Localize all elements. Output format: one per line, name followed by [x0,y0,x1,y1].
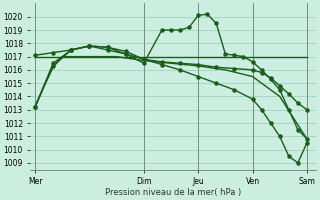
X-axis label: Pression niveau de la mer( hPa ): Pression niveau de la mer( hPa ) [105,188,241,197]
